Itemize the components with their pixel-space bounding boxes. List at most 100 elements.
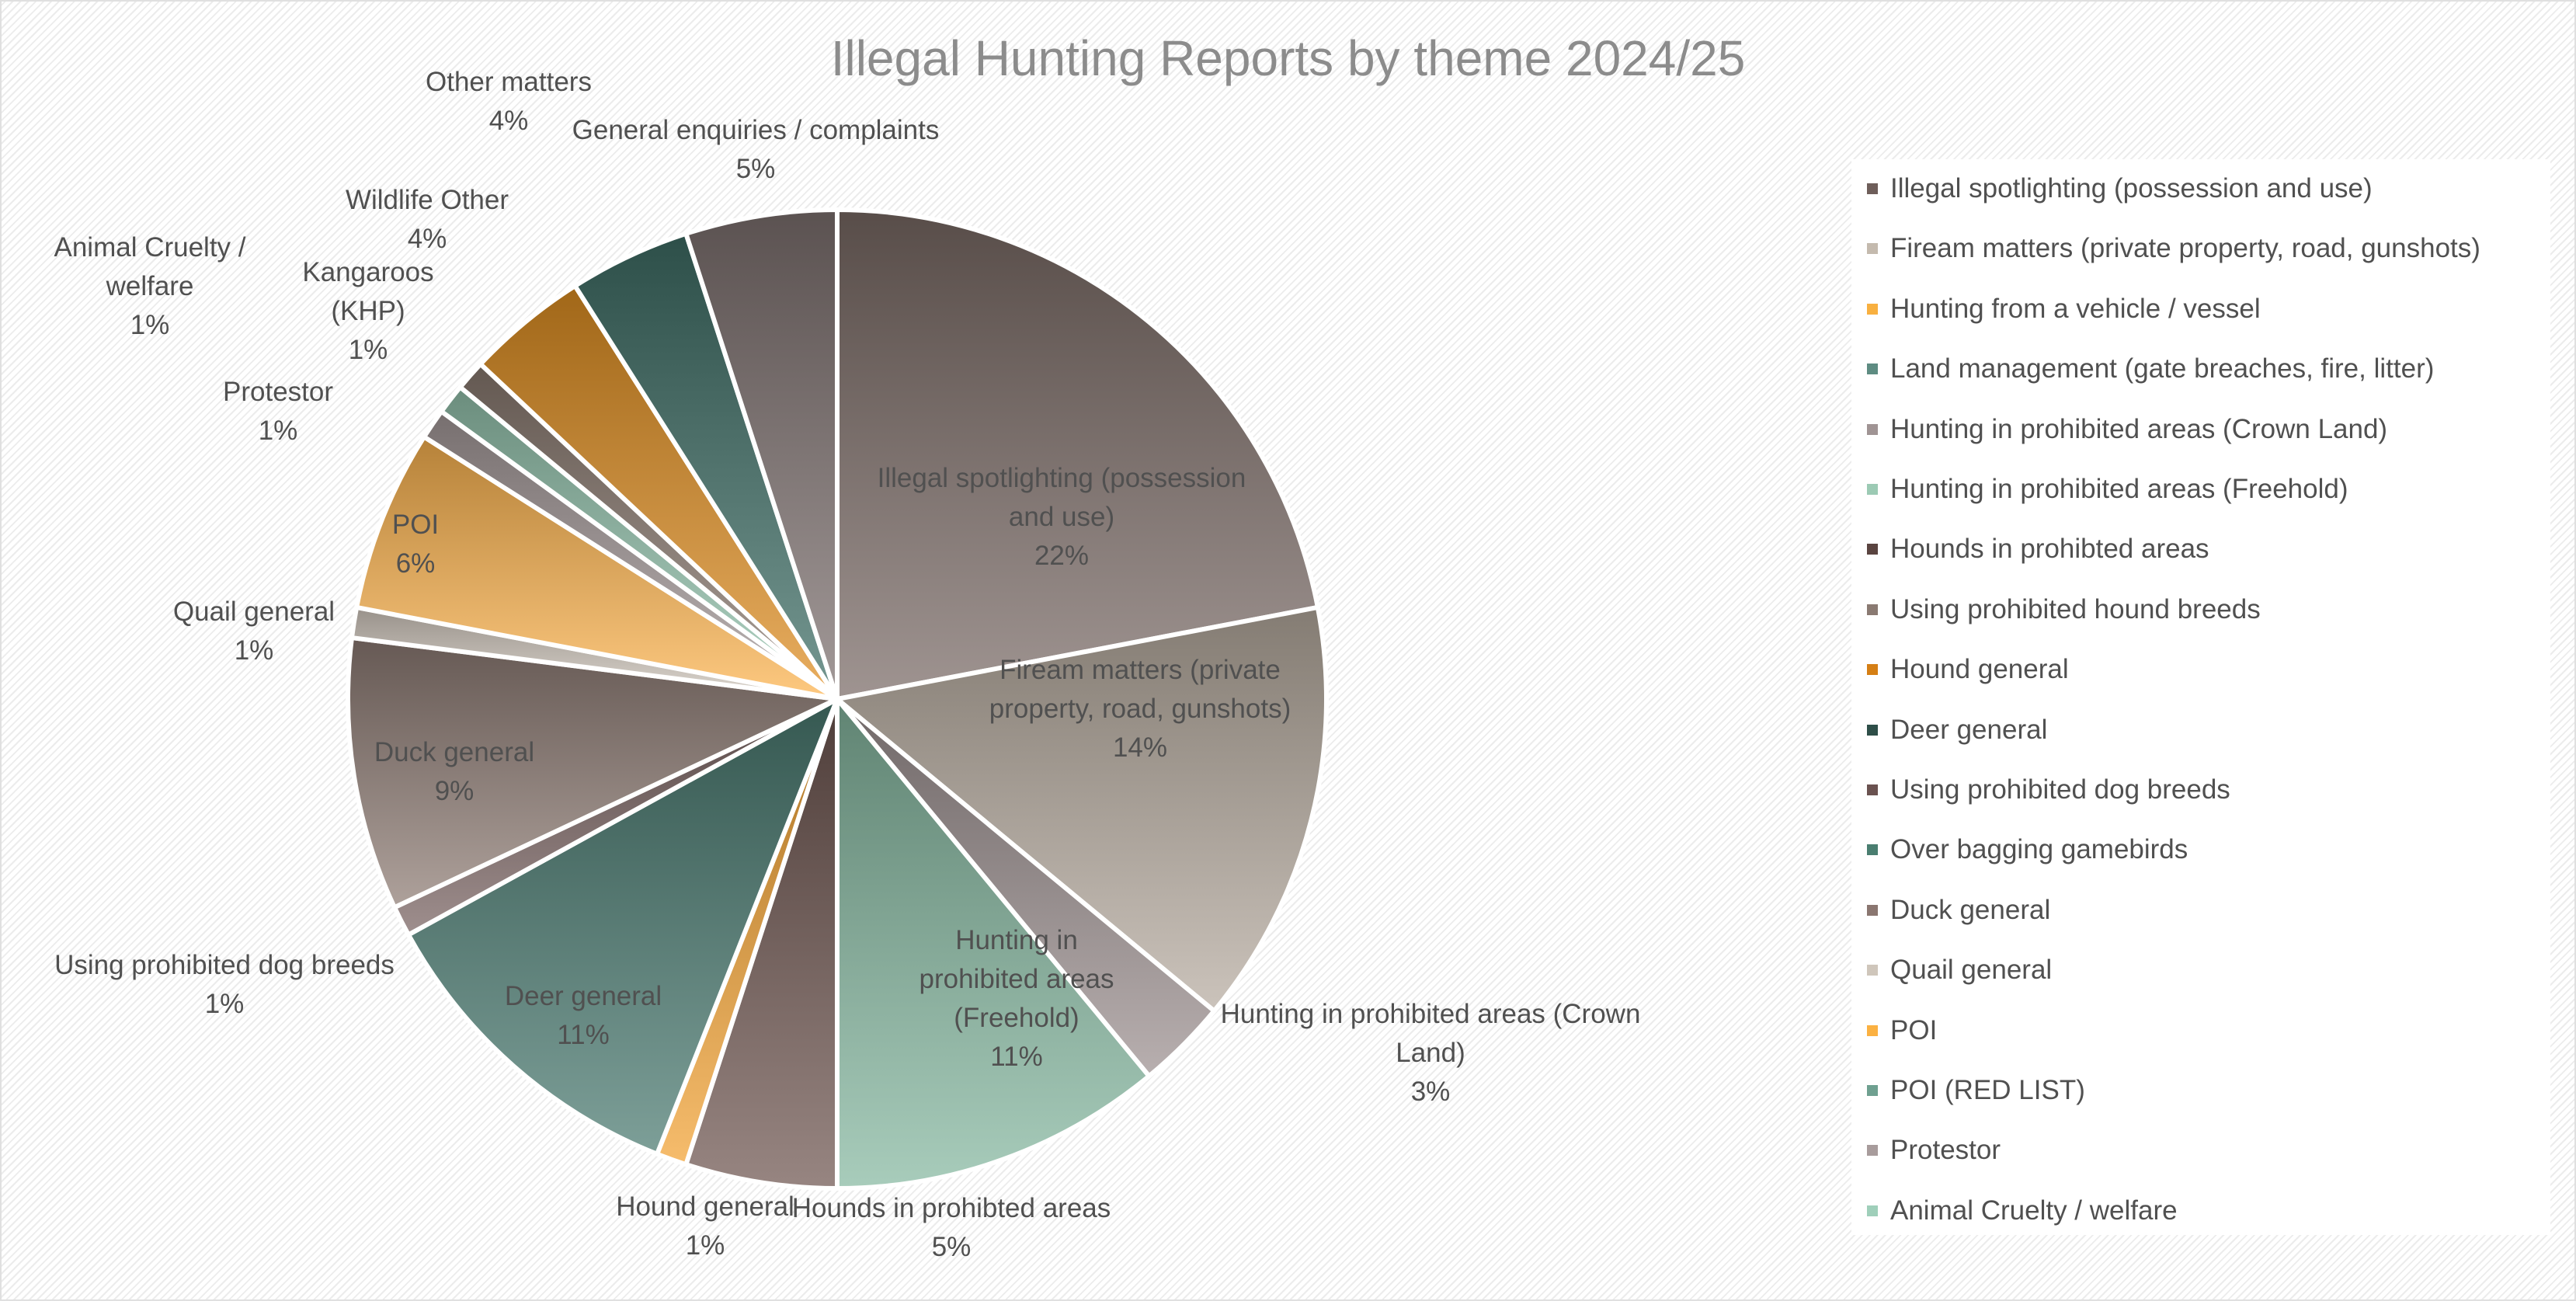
data-label-line: 1% [205,989,245,1019]
data-label-line: welfare [106,271,194,301]
legend-label: Hounds in prohibted areas [1890,534,2209,565]
legend-item: Using prohibited hound breeds [1867,586,2261,633]
data-label-line: Duck general [374,737,534,767]
legend-swatch [1867,724,1878,736]
legend-label: POI [1890,1014,1938,1045]
legend-item: Land management (gate breaches, fire, li… [1867,346,2434,392]
data-label-line: prohibited areas [920,964,1114,994]
data-label-line: 14% [1113,732,1167,763]
data-label-line: Wildlife Other [346,185,509,215]
data-label-line: 4% [489,106,529,136]
data-label-line: 5% [736,154,776,184]
legend-label: Using prohibited dog breeds [1890,774,2230,805]
legend-label: Over bagging gamebirds [1890,834,2188,865]
pie-slice-0 [835,207,1320,701]
data-label-line: 5% [932,1232,972,1262]
legend-item: Hound general [1867,646,2069,693]
data-label-2: Hunting in prohibited areas (Crown Land) 3… [1221,999,1641,1107]
legend-label: Land management (gate breaches, fire, li… [1890,353,2435,384]
legend-swatch [1867,1024,1878,1036]
legend-item: Deer general [1867,707,2047,753]
data-label-line: POI [392,510,439,540]
data-label-line: 6% [396,548,436,579]
data-label-3: Hunting in prohibited areas (Freehold) 11% [920,925,1114,1072]
data-label-line: 1% [235,635,274,666]
legend-swatch [1867,904,1878,916]
legend-label: Animal Cruelty / welfare [1890,1195,2178,1226]
data-label-0: Illegal spotlighting (possession and use)… [878,463,1246,571]
legend-item: Fiream matters (private property, road, … [1867,225,2480,272]
data-label-13: Kangaroos (KHP) 1% [302,257,433,365]
legend-swatch [1867,1205,1878,1216]
data-label-5: Hound general 1% [616,1191,794,1261]
data-label-line: 1% [130,310,170,340]
legend-item: Hunting in prohibited areas (Freehold) [1867,466,2348,513]
legend-label: Using prohibited hound breeds [1890,593,2261,624]
legend-label: Duck general [1890,894,2051,925]
legend-item: Over bagging gamebirds [1867,826,2188,873]
pie-slice-3 [835,697,1152,1191]
data-label-1: Fiream matters (private property, road, g… [989,655,1291,763]
legend-label: Hunting in prohibited areas (Crown Land) [1890,413,2388,444]
data-label-16: General enquiries / complaints 5% [572,115,940,184]
legend-swatch [1867,604,1878,615]
data-label-15: Other matters 4% [426,67,592,136]
legend-item: Animal Cruelty / welfare [1867,1188,2178,1234]
data-label-line: Hunting in prohibited areas (Crown [1221,999,1641,1029]
data-label-line: Land) [1396,1038,1465,1068]
legend-label: POI (RED LIST) [1890,1075,2085,1105]
legend-swatch [1867,544,1878,555]
data-label-line: 3% [1411,1077,1451,1107]
legend-item: Protestor [1867,1127,2001,1174]
legend-label: Deer general [1890,714,2048,745]
data-label-line: (Freehold) [954,1003,1079,1033]
data-label-line: 1% [349,335,388,365]
data-label-line: Protestor [223,377,333,407]
legend-item: Hounds in prohibted areas [1867,526,2209,572]
legend-label: Hunting in prohibited areas (Freehold) [1890,474,2348,504]
data-label-line: property, road, gunshots) [989,694,1291,724]
chart-title: Illegal Hunting Reports by theme 2024/25 [830,30,1746,86]
data-label-9: Quail general 1% [173,597,335,666]
legend-swatch [1867,965,1878,976]
data-label-line: and use) [1009,502,1114,532]
legend-label: Quail general [1890,955,2053,986]
data-label-line: Deer general [505,981,662,1011]
data-label-line: 4% [408,224,447,254]
legend-swatch [1867,423,1878,435]
data-label-line: (KHP) [331,296,405,326]
data-label-line: Hound general [616,1191,794,1222]
data-label-4: Hounds in prohibted areas 5% [792,1193,1111,1262]
data-label-line: Using prohibited dog breeds [54,950,395,980]
data-label-14: Wildlife Other 4% [346,185,509,254]
legend-item: Hunting from a vehicle / vessel [1867,286,2261,332]
data-label-line: Kangaroos [302,257,433,287]
pie-slice-1 [835,604,1329,1014]
legend-label: Hound general [1890,654,2069,685]
data-label-line: General enquiries / complaints [572,115,940,145]
legend-swatch [1867,183,1878,194]
data-label-line: Other matters [426,67,592,97]
legend-label: Fiream matters (private property, road, … [1890,233,2480,264]
legend-swatch [1867,243,1878,255]
legend-label: Protestor [1890,1135,2001,1166]
legend-item: Hunting in prohibited areas (Crown Land) [1867,406,2387,453]
data-label-12: Animal Cruelty / welfare 1% [54,232,245,340]
pie-slice-16 [683,207,840,701]
data-label-line: Hounds in prohibted areas [792,1193,1111,1223]
legend-swatch [1867,303,1878,315]
legend-label: Hunting from a vehicle / vessel [1890,293,2261,324]
legend-swatch [1867,484,1878,495]
legend-item: POI (RED LIST) [1867,1067,2085,1114]
data-label-line: 9% [435,776,475,806]
data-label-line: 1% [259,416,298,446]
data-label-line: 22% [1034,541,1089,571]
legend-item: Using prohibited dog breeds [1867,767,2230,813]
data-label-line: Quail general [173,597,335,627]
data-label-line: 1% [686,1230,725,1261]
legend-swatch [1867,364,1878,375]
pie-slice-6 [405,697,840,1157]
legend-label: Illegal spotlighting (possession and use… [1890,173,2373,203]
